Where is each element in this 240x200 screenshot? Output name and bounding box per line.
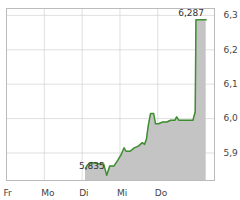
svg-text:6,287: 6,287	[178, 8, 204, 18]
svg-text:6,3: 6,3	[224, 10, 238, 20]
svg-text:6,1: 6,1	[224, 79, 238, 89]
svg-text:Fr: Fr	[4, 188, 13, 198]
svg-text:6,0: 6,0	[224, 113, 239, 123]
svg-text:Mi: Mi	[117, 188, 127, 198]
svg-text:6,2: 6,2	[224, 45, 238, 55]
svg-text:Do: Do	[155, 188, 168, 198]
svg-text:5,9: 5,9	[224, 148, 239, 158]
svg-text:Di: Di	[79, 188, 88, 198]
svg-text:Mo: Mo	[41, 188, 55, 198]
svg-text:5,835: 5,835	[79, 161, 105, 171]
